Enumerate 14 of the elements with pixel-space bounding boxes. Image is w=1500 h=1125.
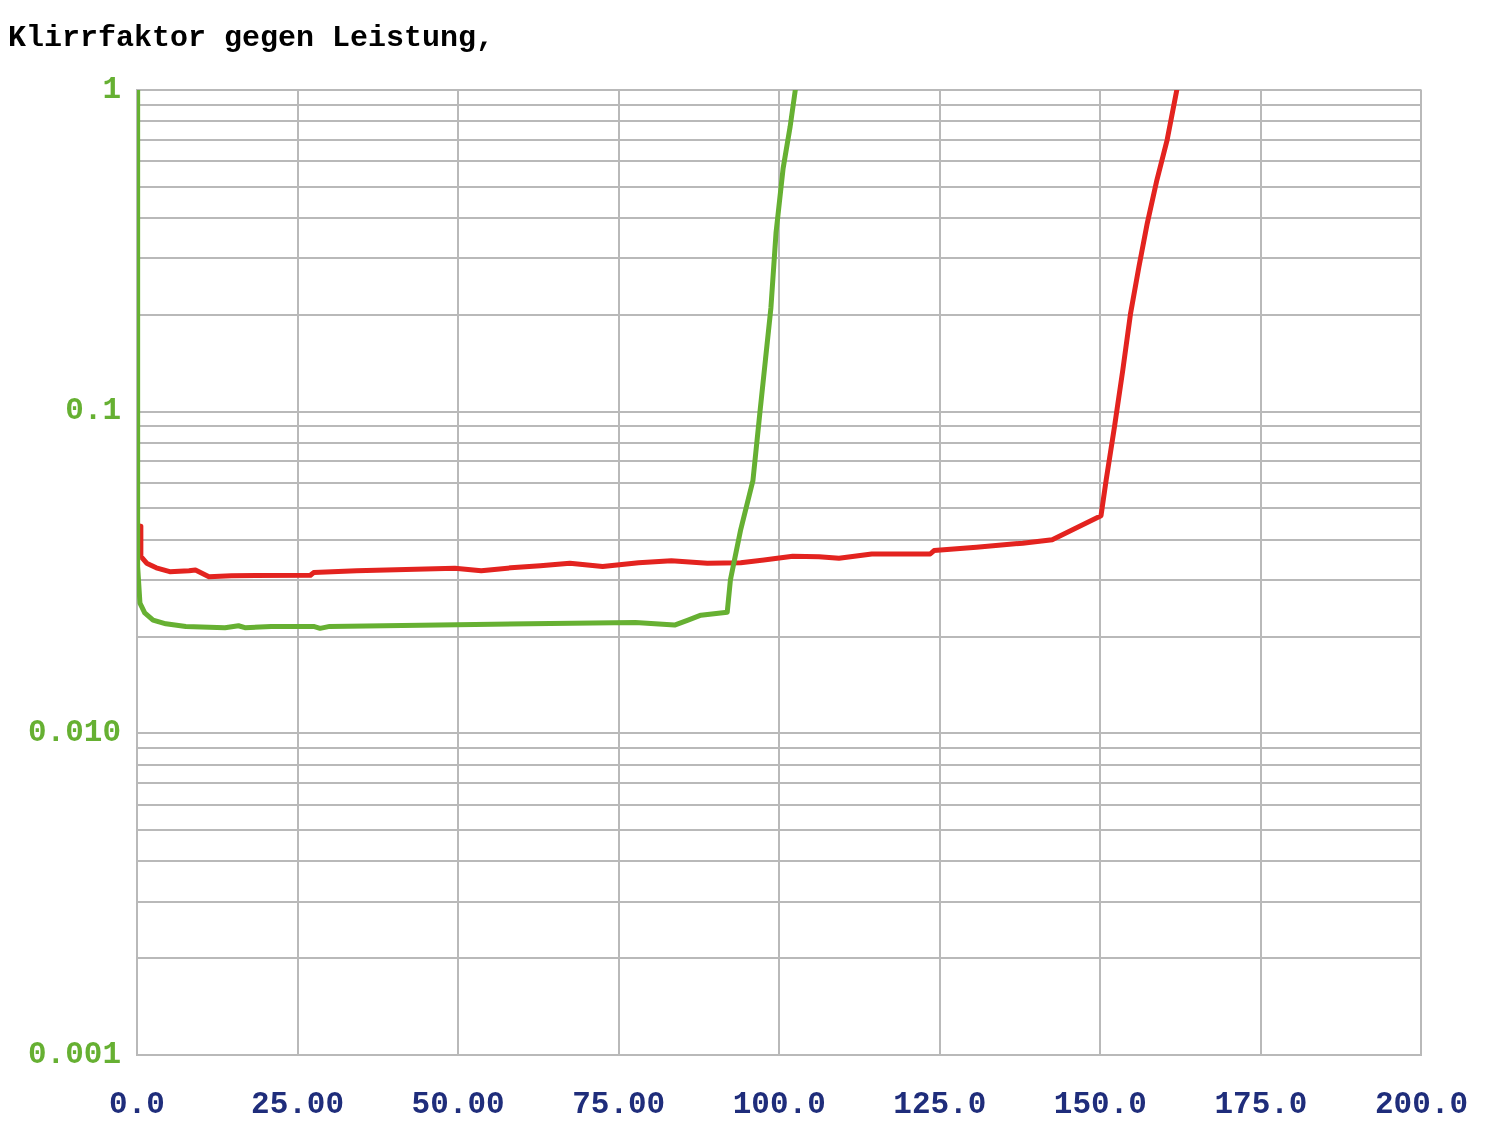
x-tick-label: 50.00 [411,1087,505,1123]
y-tick-label: 0.010 [27,715,121,751]
y-tick-label: 0.1 [65,393,121,429]
x-tick-label: 200.0 [1374,1087,1468,1123]
y-tick-label: 0.001 [27,1036,121,1072]
x-tick-label: 25.00 [251,1087,345,1123]
chart-title: Klirrfaktor gegen Leistung, [8,20,495,55]
x-tick-label: 0.0 [109,1087,165,1123]
y-tick-label: 1 [102,71,121,107]
x-tick-label: 100.0 [732,1087,826,1123]
x-tick-label: 125.0 [893,1087,987,1123]
x-tick-label: 75.00 [572,1087,666,1123]
x-tick-label: 175.0 [1214,1087,1308,1123]
x-tick-label: 150.0 [1053,1087,1147,1123]
